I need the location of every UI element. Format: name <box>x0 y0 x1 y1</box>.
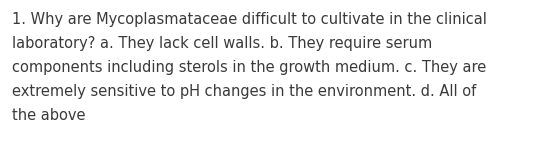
Text: laboratory? a. They lack cell walls. b. They require serum: laboratory? a. They lack cell walls. b. … <box>12 36 432 51</box>
Text: components including sterols in the growth medium. c. They are: components including sterols in the grow… <box>12 60 486 75</box>
Text: the above: the above <box>12 108 85 123</box>
Text: 1. Why are Mycoplasmataceae difficult to cultivate in the clinical: 1. Why are Mycoplasmataceae difficult to… <box>12 12 487 27</box>
Text: extremely sensitive to pH changes in the environment. d. All of: extremely sensitive to pH changes in the… <box>12 84 476 99</box>
